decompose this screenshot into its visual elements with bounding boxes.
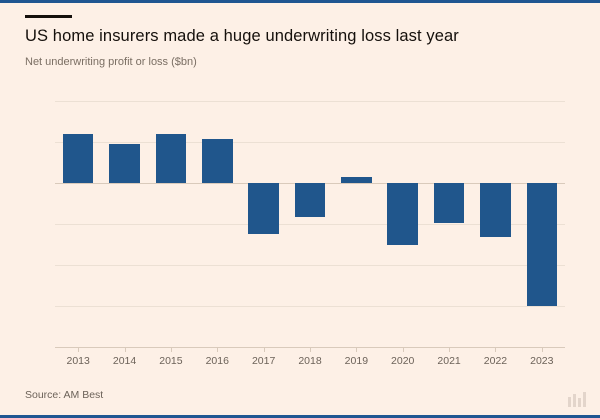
bar-2022[interactable]	[480, 183, 511, 238]
bar-2014[interactable]	[109, 143, 140, 183]
top-rule-decoration	[25, 15, 72, 18]
x-axis-tick-label: 2021	[437, 355, 461, 367]
bar-2016[interactable]	[201, 138, 233, 183]
x-axis-tick-label: 2016	[205, 355, 229, 367]
bar-2023[interactable]	[526, 183, 558, 306]
gridline	[55, 265, 565, 266]
x-axis-tick-label: 2022	[483, 355, 508, 367]
x-axis-tick-mark	[217, 347, 219, 352]
page-title: US home insurers made a huge underwritin…	[25, 27, 459, 45]
x-axis-tick-label: 2017	[251, 355, 276, 367]
x-axis-tick-mark	[124, 347, 126, 352]
x-axis-tick-mark	[356, 347, 358, 352]
x-axis-tick-label: 2023	[530, 355, 554, 367]
x-axis-tick-mark	[449, 347, 451, 352]
bar-2020[interactable]	[387, 183, 419, 246]
bar-2019[interactable]	[341, 177, 372, 183]
gridline	[55, 224, 565, 225]
gridline	[55, 142, 565, 143]
x-axis-tick-label: 2018	[298, 355, 322, 367]
x-axis-tick-label: 2019	[344, 355, 369, 367]
x-axis-tick-label: 2015	[159, 355, 183, 367]
x-axis-tick-mark	[541, 347, 543, 352]
source-note: Source: AM Best	[25, 389, 104, 401]
x-axis-tick-mark	[402, 347, 404, 352]
ft-logo-watermark	[568, 392, 586, 407]
chart-subtitle: Net underwriting profit or loss ($bn)	[25, 56, 197, 68]
gridline	[55, 101, 565, 102]
x-axis-tick-mark	[170, 347, 172, 352]
gridline	[55, 306, 565, 307]
bar-2018[interactable]	[294, 183, 326, 217]
bar-2017[interactable]	[248, 183, 279, 234]
bar-2013[interactable]	[62, 133, 94, 183]
x-axis-tick-mark	[78, 347, 80, 352]
x-axis-tick-label: 2013	[66, 355, 90, 367]
x-axis-tick-mark	[495, 347, 497, 352]
bar-2021[interactable]	[433, 183, 465, 224]
x-axis-tick-mark	[310, 347, 311, 352]
plot-area: 1050-5-10-15-20 201320142015201620172018…	[55, 101, 565, 367]
x-axis-tick-label: 2020	[391, 355, 415, 367]
bar-2015[interactable]	[155, 133, 187, 183]
x-axis-tick-mark	[263, 347, 265, 352]
x-axis-tick-label: 2014	[112, 355, 137, 367]
